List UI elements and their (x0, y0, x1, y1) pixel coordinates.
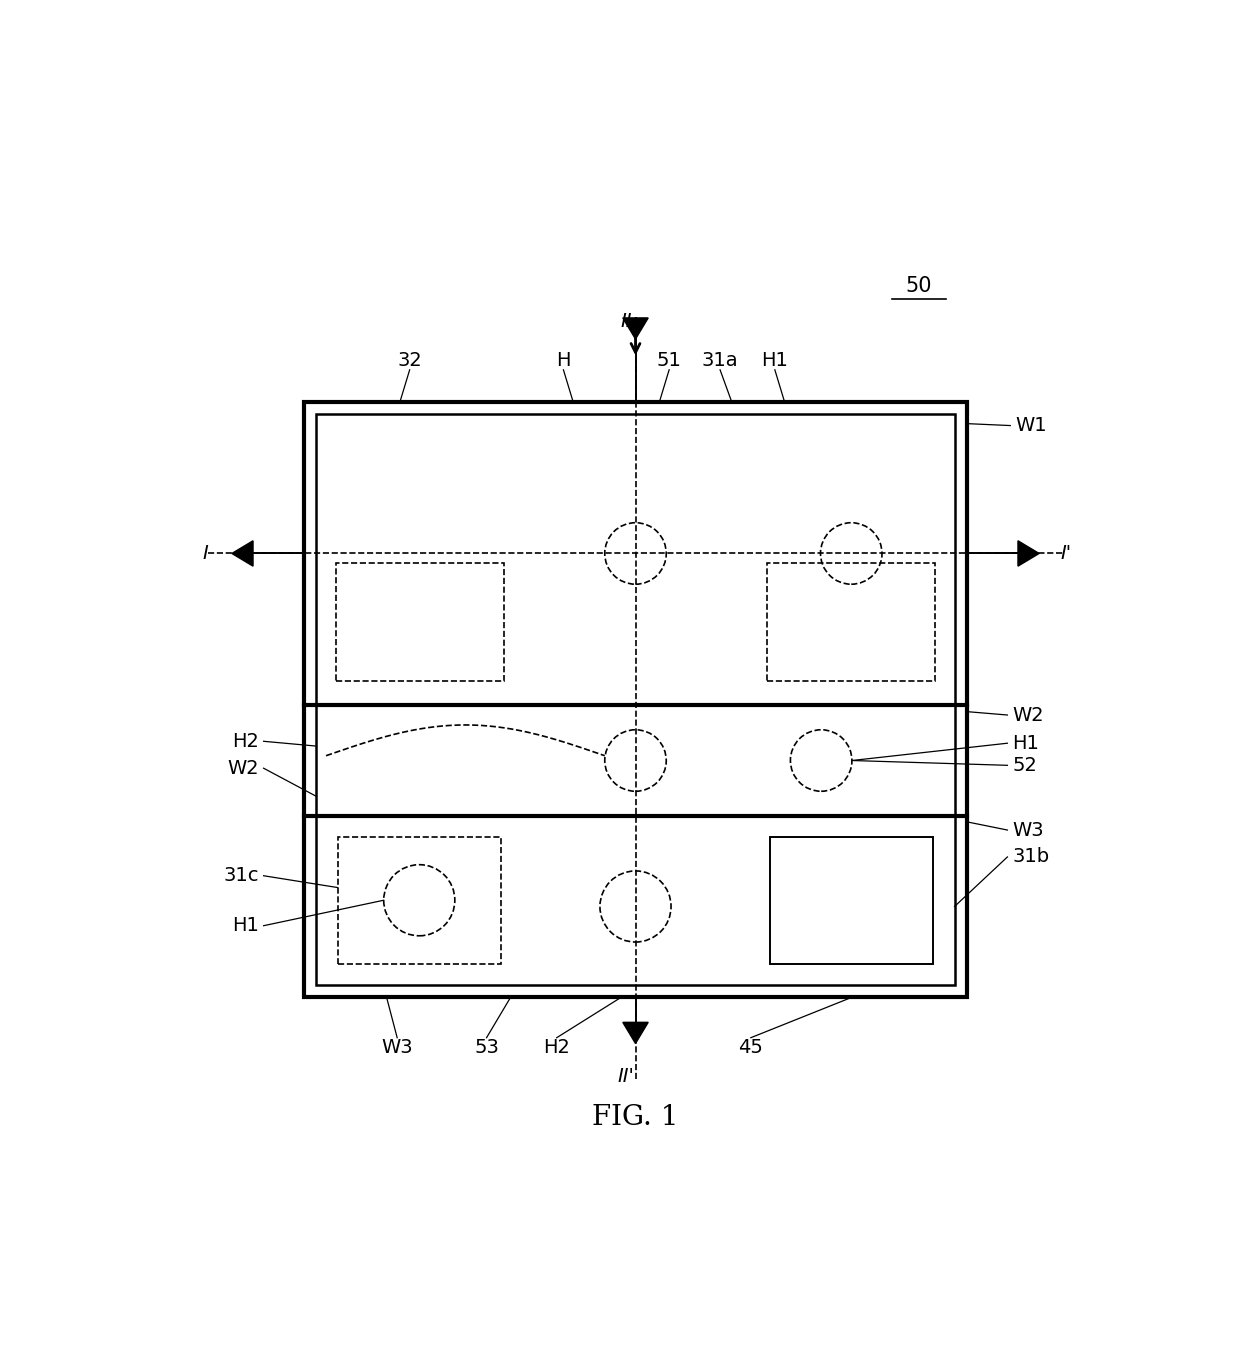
Text: 31a: 31a (702, 351, 738, 370)
Text: 52: 52 (1012, 755, 1037, 775)
Text: 45: 45 (738, 1038, 764, 1057)
Text: 50: 50 (905, 276, 932, 296)
Text: 53: 53 (474, 1038, 498, 1057)
Polygon shape (1018, 541, 1039, 566)
Text: I: I (202, 544, 208, 563)
Text: W2: W2 (1012, 705, 1044, 724)
Polygon shape (622, 1022, 649, 1044)
Text: W3: W3 (382, 1038, 413, 1057)
Text: I': I' (1060, 544, 1071, 563)
Text: 32: 32 (397, 351, 422, 370)
Text: FIG. 1: FIG. 1 (593, 1104, 678, 1131)
Text: H: H (557, 351, 570, 370)
Text: H2: H2 (543, 1038, 570, 1057)
Bar (337, 837, 501, 964)
Text: W2: W2 (227, 758, 259, 777)
Text: II': II' (618, 1067, 635, 1086)
Bar (768, 563, 935, 682)
Text: II: II (620, 313, 631, 332)
Bar (336, 563, 503, 682)
Text: H2: H2 (232, 732, 259, 751)
Text: 51: 51 (657, 351, 682, 370)
Text: H1: H1 (1012, 734, 1039, 753)
Bar (316, 414, 955, 985)
Bar (770, 837, 934, 964)
Polygon shape (232, 541, 253, 566)
Text: H1: H1 (761, 351, 789, 370)
Text: W1: W1 (1016, 417, 1047, 434)
Text: 31b: 31b (1012, 847, 1049, 866)
Text: H1: H1 (232, 917, 259, 936)
Polygon shape (622, 318, 649, 339)
Text: W3: W3 (1012, 821, 1044, 840)
Text: 31c: 31c (223, 866, 259, 885)
Bar (304, 402, 967, 997)
